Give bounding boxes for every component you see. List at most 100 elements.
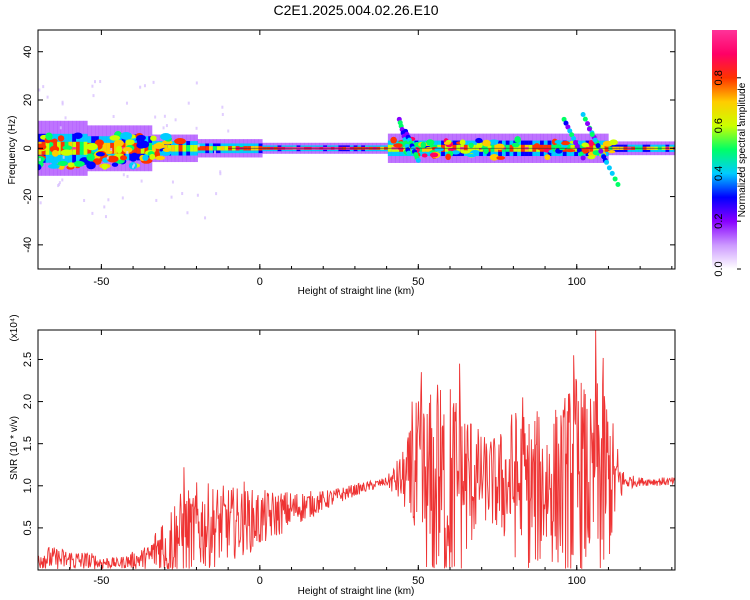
heatmap-blob — [161, 140, 173, 145]
heatmap-blob — [514, 136, 522, 143]
heatmap-cell — [224, 146, 229, 151]
heatmap-streak — [604, 159, 610, 165]
spectrogram-x-axis-title: Height of straight line (km) — [298, 286, 415, 297]
y-tick-label: 0.5 — [22, 520, 34, 535]
heatmap-streak — [606, 165, 612, 171]
heatmap-speck — [38, 88, 41, 92]
x-tick-label: 0 — [257, 276, 263, 288]
heatmap-speck — [59, 126, 62, 130]
heatmap-blob — [149, 153, 156, 160]
heatmap-blob — [67, 162, 75, 168]
heatmap-blob — [38, 164, 42, 171]
y-tick-label: -20 — [22, 189, 34, 205]
heatmap-speck — [46, 95, 49, 99]
heatmap-blob — [489, 139, 499, 143]
heatmap-speck — [163, 114, 166, 118]
heatmap-cell — [186, 145, 191, 152]
heatmap-speck — [91, 211, 94, 215]
heatmap-blob — [476, 141, 483, 149]
heatmap-speck — [91, 84, 94, 88]
heatmap-blob — [45, 132, 53, 141]
heatmap-speck — [227, 129, 230, 133]
figure-title: C2E1.2025.004.02.26.E10 — [273, 2, 438, 18]
heatmap-speck — [152, 80, 155, 84]
heatmap-speck — [103, 205, 106, 209]
heatmap-blob — [468, 142, 474, 149]
heatmap-blob — [425, 146, 433, 152]
heatmap-blob — [393, 143, 403, 148]
heatmap-streak — [576, 147, 582, 153]
colorbar-tick-label: 0.0 — [713, 261, 725, 276]
heatmap-cell — [152, 145, 157, 152]
x-tick-label: 100 — [568, 575, 586, 587]
heatmap-speck — [204, 216, 207, 220]
heatmap-blob — [482, 139, 491, 147]
heatmap-speck — [104, 215, 107, 219]
heatmap-cell — [102, 142, 107, 154]
heatmap-streak — [561, 116, 567, 122]
heatmap-blob — [136, 141, 147, 149]
heatmap-blob — [429, 152, 439, 158]
heatmap-blob — [495, 143, 505, 150]
heatmap-blob — [470, 150, 480, 154]
heatmap-streak — [565, 124, 571, 130]
heatmap-cell — [133, 142, 138, 154]
heatmap-blob — [554, 144, 562, 149]
heatmap-blob — [511, 142, 520, 148]
heatmap-cell — [110, 142, 115, 154]
snr-series-line — [38, 330, 675, 570]
heatmap-speck — [139, 85, 142, 89]
snr-panel: -50 0 50 100 0.5 1.0 1.5 2.0 2.5 Height of stra… — [9, 314, 676, 597]
heatmap-speck — [213, 150, 216, 154]
heatmap-streak — [574, 143, 580, 149]
heatmap-blob — [489, 153, 499, 161]
heatmap-speck — [83, 198, 86, 202]
heatmap-blob — [434, 147, 444, 152]
heatmap-speck — [99, 80, 102, 84]
heatmap-cell — [114, 142, 119, 154]
x-tick-label: 100 — [568, 276, 586, 288]
heatmap-cell — [178, 145, 183, 152]
heatmap-speck — [215, 192, 218, 196]
heatmap-streak — [569, 132, 575, 138]
heatmap-streak — [595, 143, 601, 149]
heatmap-blob — [101, 163, 108, 170]
heatmap-blob — [51, 150, 59, 157]
heatmap-speck — [121, 196, 124, 200]
heatmap-speck — [219, 170, 222, 174]
heatmap-streak — [571, 136, 577, 142]
heatmap-cell — [72, 147, 77, 150]
heatmap-speck — [155, 198, 158, 202]
heatmap-blob — [587, 155, 596, 160]
heatmap-cell — [193, 145, 198, 152]
heatmap-cell — [174, 145, 179, 152]
heatmap-cell — [209, 146, 214, 151]
heatmap-blob — [153, 143, 165, 149]
heatmap-streak — [601, 154, 607, 160]
heatmap-cell — [171, 145, 176, 152]
heatmap-blob — [443, 141, 451, 145]
heatmap-blob — [466, 153, 477, 158]
heatmap-blob — [160, 133, 172, 141]
heatmap-blob — [475, 137, 483, 144]
heatmap-speck — [221, 105, 224, 109]
heatmap-streak — [406, 150, 412, 156]
heatmap-speck — [106, 156, 109, 160]
heatmap-speck — [61, 100, 64, 104]
heatmap-blob — [106, 155, 119, 163]
heatmap-speck — [197, 144, 200, 148]
y-tick-label: 0 — [22, 145, 34, 151]
heatmap-speck — [195, 126, 198, 130]
heatmap-blob — [62, 145, 73, 151]
heatmap-blob — [554, 140, 562, 145]
spectrogram-heatmap — [38, 80, 675, 220]
heatmap-blob — [451, 150, 460, 155]
heatmap-blob — [609, 139, 618, 146]
heatmap-blob — [57, 135, 65, 142]
heatmap-blob — [86, 161, 96, 170]
heatmap-blob — [544, 154, 551, 161]
snr-y-multiplier: (x10⁴) — [9, 314, 20, 341]
snr-background — [38, 330, 675, 570]
y-tick-label: 2.0 — [22, 394, 34, 409]
